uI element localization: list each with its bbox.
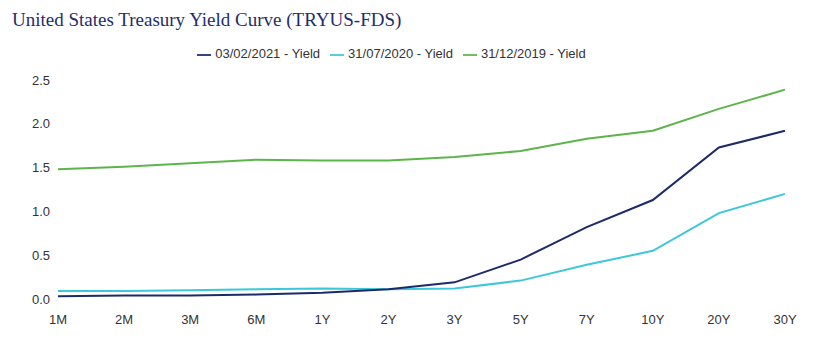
html-text:United States Treasury Yield C: United States Treasury Yield Curve (TRYU…	[12, 9, 402, 30]
svg-text:2M: 2M	[115, 312, 133, 327]
svg-text:2.5: 2.5	[32, 73, 50, 88]
svg-text:0.0: 0.0	[32, 292, 50, 307]
svg-text:3M: 3M	[181, 312, 199, 327]
svg-text:30Y: 30Y	[773, 312, 796, 327]
svg-text:1Y: 1Y	[314, 312, 330, 327]
html-text:31/12/2019 - Yield: 31/12/2019 - Yield	[480, 46, 586, 61]
svg-text:10Y: 10Y	[641, 312, 664, 327]
svg-text:1M: 1M	[49, 312, 67, 327]
svg-text:1.5: 1.5	[32, 160, 50, 175]
svg-text:0.5: 0.5	[32, 248, 50, 263]
html-text:03/02/2021 - Yield: 03/02/2021 - Yield	[215, 46, 321, 61]
svg-text:6M: 6M	[247, 312, 265, 327]
svg-text:2Y: 2Y	[381, 312, 397, 327]
svg-text:1.0: 1.0	[32, 204, 50, 219]
svg-text:3Y: 3Y	[447, 312, 463, 327]
html-text:31/07/2020 - Yield: 31/07/2020 - Yield	[348, 46, 453, 61]
svg-text:2.0: 2.0	[32, 116, 50, 131]
svg-text:7Y: 7Y	[579, 312, 595, 327]
svg-text:20Y: 20Y	[707, 312, 730, 327]
svg-text:5Y: 5Y	[513, 312, 529, 327]
